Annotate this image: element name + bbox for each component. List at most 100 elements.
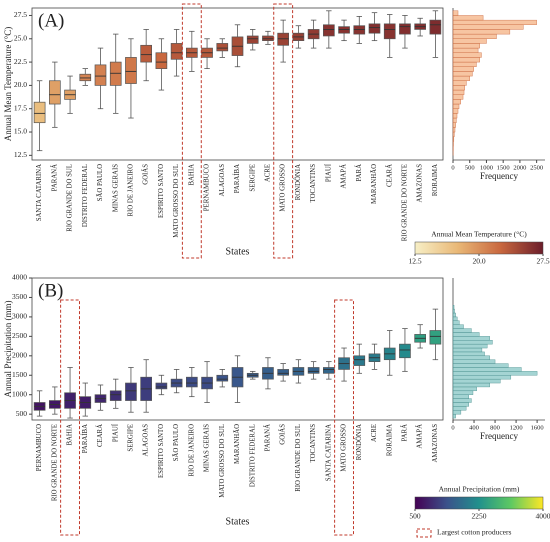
hist-bar — [452, 24, 524, 30]
x-tick-label: RIO GRANDE DO SUL — [67, 164, 74, 232]
x-tick-label: MATO GROSSO DO SUL — [219, 424, 226, 498]
hist-bar — [452, 394, 469, 399]
hist-bar — [452, 343, 488, 349]
box — [307, 367, 320, 374]
x-tick-label: BAHIA — [67, 424, 74, 446]
x-tick-label: AMAPÁ — [416, 424, 424, 449]
colorbar-label: Annual Precipitation (mm) — [439, 485, 520, 494]
hist-bar — [452, 10, 459, 16]
box — [94, 64, 107, 86]
x-tick-label: RONDÔNIA — [294, 164, 302, 200]
hist-bar — [452, 312, 456, 318]
y-tick-label: 1000 — [12, 389, 27, 398]
hist-bar — [452, 382, 490, 388]
x-tick-label: SÃO PAULO — [96, 164, 104, 201]
hist-bar — [452, 410, 462, 415]
x-tick-label: SERGIPE — [249, 164, 256, 192]
x-tick-label: MATO GROSSO DO SUL — [173, 164, 180, 238]
box — [109, 61, 122, 86]
box — [186, 376, 198, 388]
panel-label: (B) — [38, 280, 63, 301]
highlight-box — [334, 299, 354, 536]
x-tick-label: GOIÁS — [279, 424, 287, 445]
hist-bar — [452, 351, 485, 357]
hist-bar — [452, 406, 467, 411]
x-tick-label: 1500 — [497, 164, 510, 171]
box — [216, 43, 229, 52]
box — [429, 19, 442, 35]
hist-bar — [452, 371, 538, 376]
y-tick-label: 12.5 — [14, 150, 27, 159]
plot-frame — [31, 7, 444, 161]
hist-bar — [452, 324, 464, 329]
box — [125, 57, 137, 84]
box — [216, 374, 229, 382]
hist-bar — [452, 141, 454, 147]
y-axis-label: Annual Mean Temperature (°C) — [3, 27, 13, 142]
x-tick-label: PARAÍBA — [81, 424, 89, 453]
x-tick-label: DISTRITO FEDERAL — [249, 424, 256, 487]
hist-bar — [452, 390, 474, 395]
x-tick-label: PERNAMBUCO — [36, 424, 43, 471]
box — [429, 330, 442, 345]
y-tick-label: 25.0 — [14, 33, 27, 42]
box — [155, 52, 168, 69]
legend-swatch — [416, 528, 432, 538]
x-tick-label: MATO GROSSO — [280, 164, 287, 212]
plot-frame — [31, 277, 444, 421]
hist-bar — [452, 61, 477, 67]
x-tick-label: TOCANTINS — [310, 424, 317, 463]
box — [277, 369, 289, 376]
x-tick-label: ALAGOAS — [219, 164, 226, 197]
hist-bar — [452, 378, 501, 384]
box — [323, 367, 335, 374]
colorbar-label: Annual Mean Temperature (°C) — [431, 230, 527, 239]
x-tick-label: SÃO PAULO — [172, 424, 180, 461]
x-tick-label: 1600 — [531, 424, 544, 431]
hist-bar — [452, 66, 474, 72]
colorbar-tick-label: 12.5 — [408, 257, 421, 266]
y-tick-label: 4000 — [12, 273, 27, 282]
x-axis-label: Frequency — [480, 171, 518, 181]
box — [140, 44, 152, 63]
x-tick-label: CEARÁ — [385, 164, 393, 187]
x-tick-label: AMAZONAS — [417, 164, 424, 203]
hist-bar — [452, 347, 483, 353]
x-tick-label: MINAS GERAIS — [204, 424, 211, 472]
box — [49, 80, 61, 105]
hist-bar — [452, 99, 461, 105]
hist-bar — [452, 413, 456, 419]
hist-bar — [452, 19, 537, 25]
y-tick-label: 17.5 — [14, 103, 27, 112]
box — [368, 23, 381, 34]
box — [246, 35, 259, 44]
x-tick-label: 1200 — [510, 424, 523, 431]
x-tick-label: 800 — [490, 424, 500, 431]
hist-bar — [452, 75, 470, 81]
x-tick-label: BAHIA — [188, 164, 195, 186]
x-tick-label: MARANHÃO — [233, 424, 241, 464]
hist-bar — [452, 29, 511, 35]
box — [155, 382, 168, 390]
colorbar-tick-label: 27.5 — [536, 257, 549, 266]
hist-bar — [452, 340, 493, 345]
hist-bar — [452, 136, 455, 142]
x-tick-label: PARANÁ — [264, 424, 272, 451]
hist-bar — [452, 308, 455, 314]
box — [399, 343, 411, 359]
box — [125, 382, 137, 401]
x-tick-label: ACRE — [371, 424, 378, 442]
x-tick-label: 2000 — [513, 164, 526, 171]
x-tick-label: DISTRITO FEDERAL — [82, 164, 89, 227]
box — [79, 73, 92, 82]
x-tick-label: AMAPÁ — [340, 164, 348, 189]
hist-bar — [452, 103, 460, 109]
x-tick-label: SANTA CATARINA — [36, 164, 43, 221]
hist-bar — [452, 94, 464, 100]
box — [399, 23, 411, 35]
box — [383, 23, 396, 40]
hist-bar — [452, 71, 473, 77]
x-axis-label: States — [226, 516, 250, 527]
x-tick-label: PARANÁ — [50, 164, 58, 191]
